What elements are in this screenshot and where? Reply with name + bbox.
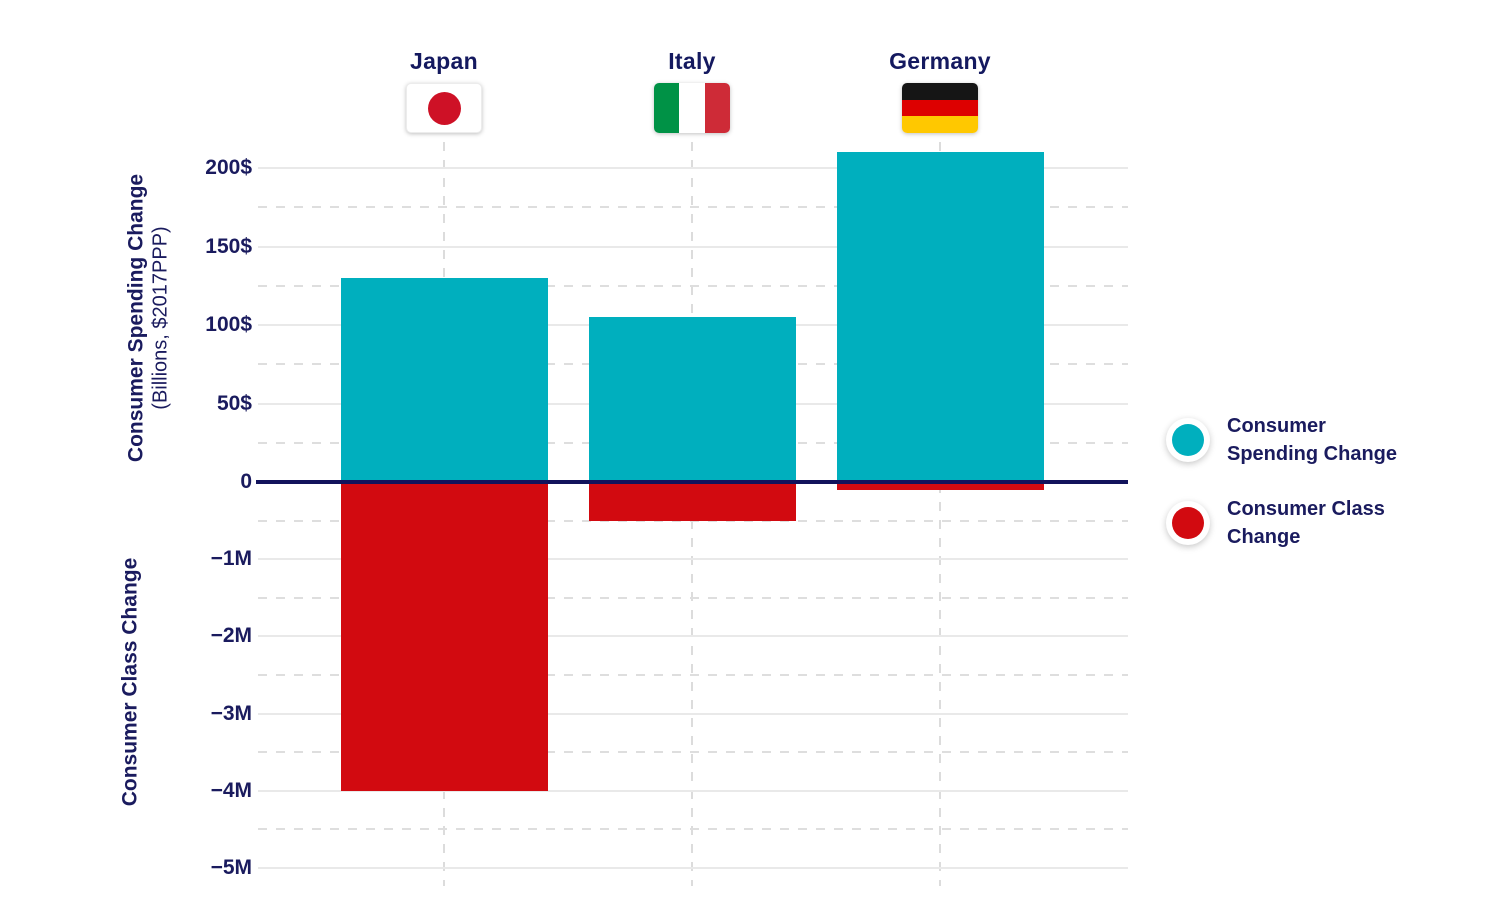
flag-stripe xyxy=(902,99,978,117)
column-header-germany: Germany xyxy=(889,48,991,74)
column-header-japan: Japan xyxy=(410,48,478,74)
y-axis-title-class: Consumer Class Change xyxy=(118,558,143,807)
flag-germany-icon xyxy=(902,83,978,133)
y-axis-tick-label: −3M xyxy=(210,701,252,725)
bar-class-italy xyxy=(588,482,796,521)
y-axis-tick-label: 50$ xyxy=(216,391,252,415)
bar-spending-italy xyxy=(588,317,796,482)
y-axis-tick-label: −4M xyxy=(210,778,252,802)
gridline-major xyxy=(258,867,1128,869)
flag-stripe xyxy=(654,83,680,133)
gridline-minor xyxy=(258,206,1128,209)
bar-class-germany xyxy=(836,482,1044,490)
flag-disc xyxy=(427,91,461,125)
gridline-major xyxy=(258,167,1128,169)
column-header-italy: Italy xyxy=(668,48,716,74)
flag-japan-icon xyxy=(406,83,482,133)
gridline-major xyxy=(258,245,1128,248)
gridline-major xyxy=(258,712,1128,715)
column-gridline xyxy=(939,142,941,886)
y-axis-title-spending: Consumer Spending Change (Billions, $201… xyxy=(124,174,173,462)
bar-class-japan xyxy=(340,482,548,791)
flag-stripe xyxy=(704,83,730,133)
y-axis-tick-label: −2M xyxy=(210,624,252,648)
y-axis-tick-label: 200$ xyxy=(205,156,252,179)
flag-stripe xyxy=(902,83,978,100)
y-axis-title-spending-units: (Billions, $2017PPP) xyxy=(149,226,172,410)
gridline-minor xyxy=(258,519,1128,522)
bar-spending-germany xyxy=(836,152,1044,482)
flag-italy-icon xyxy=(654,83,730,133)
gridline-major xyxy=(258,789,1128,792)
gridline-minor xyxy=(258,674,1128,676)
flag-stripe xyxy=(679,83,705,133)
gridline-major xyxy=(258,558,1128,561)
gridline-minor xyxy=(258,284,1128,287)
flag-stripe xyxy=(902,116,978,133)
gridline-minor xyxy=(258,596,1128,599)
gridline-minor xyxy=(258,828,1128,831)
y-axis-title-class-text: Consumer Class Change xyxy=(118,557,142,807)
y-axis-tick-label: 100$ xyxy=(205,313,252,336)
y-axis-title-spending-text: Consumer Spending Change xyxy=(124,173,148,463)
zero-baseline xyxy=(256,480,1128,484)
y-axis-tick-label: −5M xyxy=(210,856,252,879)
y-axis-tick-label: −1M xyxy=(210,547,252,571)
gridline-major xyxy=(258,635,1128,638)
gridline-minor xyxy=(258,751,1128,754)
y-axis-tick-label: 150$ xyxy=(205,234,252,258)
y-axis-tick-label: 0 xyxy=(240,470,252,493)
bar-spending-japan xyxy=(340,277,548,482)
